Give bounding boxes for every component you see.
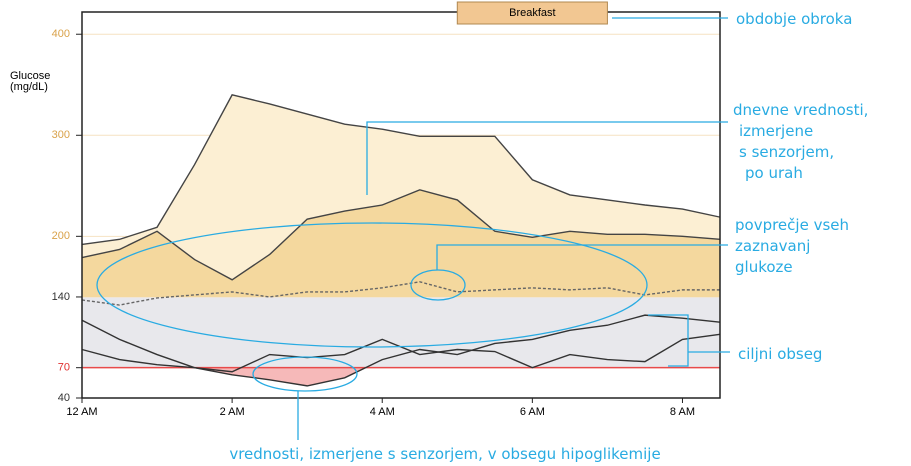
callout-ellipse — [96, 222, 648, 348]
y-tick-label: 40 — [58, 392, 70, 404]
y-axis-label: (mg/dL) — [10, 81, 48, 93]
y-tick-label: 400 — [52, 28, 70, 40]
x-tick-label: 8 AM — [670, 406, 695, 418]
callout-ellipse — [252, 356, 358, 392]
hypo-area — [82, 367, 720, 386]
target-range — [82, 296, 720, 368]
bracket — [648, 314, 689, 367]
annotation: dnevne vrednosti, — [733, 101, 868, 119]
high-area — [82, 189, 720, 297]
annotation: ciljni obseg — [738, 345, 822, 363]
labels: 400 300 200 140 70 40 Breakfast 12 AM 2 AM 4 AM 6 … — [10, 1, 695, 418]
annotation: vrednosti, izmerjene s senzorjem, v obse… — [229, 445, 660, 463]
annotation: po urah — [745, 164, 803, 182]
annotation: obdobje obroka — [736, 10, 852, 28]
y-tick-label: 140 — [52, 291, 70, 303]
annotation: povprečje vseh — [735, 216, 849, 234]
annotation: izmerjene — [739, 122, 813, 140]
y-tick-label: 70 — [58, 362, 70, 374]
plot-frame — [81, 11, 721, 399]
annotation: zaznavanj — [735, 237, 810, 255]
x-tick-label: 12 AM — [66, 406, 97, 418]
series-line — [81, 314, 721, 387]
plot-area — [81, 33, 721, 399]
series-line — [81, 189, 721, 281]
y-tick-label: 200 — [52, 230, 70, 242]
callouts — [96, 17, 730, 440]
annotation: s senzorjem, — [739, 143, 834, 161]
x-tick-label: 2 AM — [220, 406, 245, 418]
meal-period — [456, 1, 608, 25]
x-tick-label: 6 AM — [520, 406, 545, 418]
leader — [366, 121, 728, 195]
annotation: glukoze — [735, 258, 793, 276]
meal-label: Breakfast — [509, 7, 555, 19]
callout-ellipse — [410, 269, 466, 301]
series-line — [81, 281, 720, 306]
series-line — [81, 94, 721, 246]
y-axis-label: Glucose — [10, 70, 50, 82]
x-tick-label: 4 AM — [370, 406, 395, 418]
leader — [436, 244, 728, 270]
y-tick-label: 300 — [52, 129, 70, 141]
